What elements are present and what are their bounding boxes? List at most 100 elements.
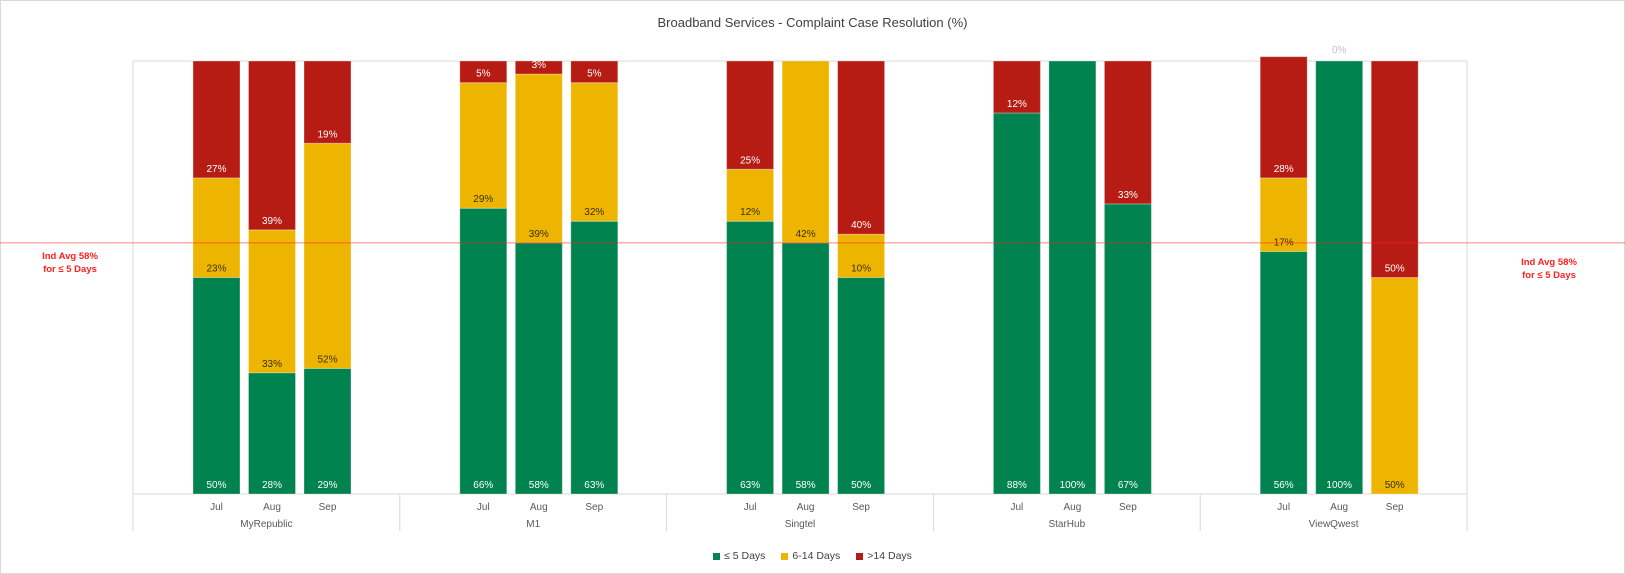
bar-myrepublic-sep-d6_14 <box>303 142 352 369</box>
bar-viewqwest-aug-le5 <box>1315 60 1364 495</box>
data-label: 39% <box>529 229 549 240</box>
data-label: 52% <box>317 354 337 365</box>
bar-myrepublic-jul-le5 <box>192 277 241 495</box>
data-label: 50% <box>1385 264 1405 275</box>
legend-item-le5[interactable]: ≤ 5 Days <box>713 550 765 562</box>
bar-myrepublic-aug-d6_14 <box>248 229 296 374</box>
bar-singtel-aug-d6_14 <box>781 60 830 244</box>
bar-m1-sep-d6_14 <box>570 82 619 222</box>
legend-swatch-6-14 <box>781 552 789 560</box>
bar-myrepublic-sep-gt14 <box>303 60 352 144</box>
bar-m1-aug-gt14 <box>514 60 563 75</box>
data-label: 12% <box>740 207 760 218</box>
month-label: Aug <box>1064 502 1082 513</box>
bar-viewqwest-sep-gt14 <box>1370 60 1419 278</box>
legend-label-6-14: 6-14 Days <box>792 550 841 562</box>
data-label: 5% <box>587 69 602 80</box>
month-label: Jul <box>1011 502 1024 513</box>
month-label: Sep <box>852 502 870 513</box>
data-label: 25% <box>740 155 760 166</box>
bar-starhub-jul-gt14 <box>992 60 1041 114</box>
bar-viewqwest-jul-gt14 <box>1259 56 1308 179</box>
legend-swatch-gt14 <box>856 552 864 560</box>
bar-m1-aug-le5 <box>514 242 563 495</box>
bar-singtel-sep-gt14 <box>837 60 886 235</box>
bar-singtel-sep-d6_14 <box>837 233 886 278</box>
bar-singtel-jul-gt14 <box>726 60 775 170</box>
legend-swatch-le5 <box>713 552 721 560</box>
data-label: 88% <box>1007 480 1027 491</box>
data-label: 27% <box>206 164 226 175</box>
bar-starhub-sep-gt14 <box>1103 60 1152 205</box>
month-label: Sep <box>1119 502 1137 513</box>
month-label: Jul <box>744 502 757 513</box>
avg-note-left-line1: Ind Avg 58% <box>42 251 98 262</box>
bar-myrepublic-aug-le5 <box>248 372 296 495</box>
bar-myrepublic-jul-d6_14 <box>192 177 241 278</box>
group-label-viewqwest: ViewQwest <box>1309 519 1359 530</box>
group-label-singtel: Singtel <box>785 519 816 530</box>
month-label: Jul <box>1277 502 1290 513</box>
data-label: 63% <box>740 480 760 491</box>
data-label: 50% <box>1385 480 1405 491</box>
data-label: 23% <box>206 264 226 275</box>
bar-starhub-sep-le5 <box>1103 203 1152 495</box>
bar-viewqwest-jul-d6_14 <box>1259 177 1308 253</box>
data-label: 29% <box>473 194 493 205</box>
bar-viewqwest-jul-le5 <box>1259 251 1308 495</box>
data-label: 29% <box>317 480 337 491</box>
month-label: Aug <box>530 502 548 513</box>
avg-note-left-line2: for ≤ 5 Days <box>43 264 97 275</box>
bar-myrepublic-aug-gt14 <box>248 60 296 231</box>
legend-item-6-14[interactable]: 6-14 Days <box>781 550 840 562</box>
data-label: 12% <box>1007 99 1027 110</box>
data-label: 63% <box>584 480 604 491</box>
bar-m1-jul-gt14 <box>459 60 508 84</box>
month-label: Sep <box>585 502 603 513</box>
bar-singtel-aug-le5 <box>781 242 830 495</box>
month-label: Sep <box>319 502 337 513</box>
data-label: 5% <box>476 69 491 80</box>
month-label: Sep <box>1386 502 1404 513</box>
bar-starhub-aug-le5 <box>1048 60 1097 495</box>
data-label: 66% <box>473 480 493 491</box>
data-label: 58% <box>529 480 549 491</box>
bar-myrepublic-sep-le5 <box>303 367 352 495</box>
group-label-myrepublic: MyRepublic <box>240 519 292 530</box>
data-label: 67% <box>1118 480 1138 491</box>
data-label: 50% <box>206 480 226 491</box>
data-label: 19% <box>317 129 337 140</box>
avg-note-right-line1: Ind Avg 58% <box>1521 257 1577 268</box>
bar-m1-jul-d6_14 <box>459 82 508 209</box>
data-label: 58% <box>796 480 816 491</box>
month-label: Jul <box>477 502 490 513</box>
bar-myrepublic-jul-gt14 <box>192 60 241 179</box>
legend: ≤ 5 Days 6-14 Days >14 Days <box>0 550 1625 562</box>
legend-item-gt14[interactable]: >14 Days <box>856 550 912 562</box>
data-label: 50% <box>851 480 871 491</box>
legend-label-le5: ≤ 5 Days <box>724 550 766 562</box>
data-label: 100% <box>1060 480 1086 491</box>
data-label: 40% <box>851 220 871 231</box>
chart-title: Broadband Services - Complaint Case Reso… <box>657 15 968 30</box>
avg-note-left: Ind Avg 58% for ≤ 5 Days <box>15 250 125 276</box>
bar-starhub-jul-le5 <box>992 112 1041 495</box>
data-label: 100% <box>1326 480 1352 491</box>
group-label-m1: M1 <box>526 519 540 530</box>
month-label: Aug <box>797 502 815 513</box>
data-label: 42% <box>796 229 816 240</box>
data-label: 33% <box>262 359 282 370</box>
bar-viewqwest-sep-d6_14 <box>1370 277 1419 495</box>
data-label: 32% <box>584 207 604 218</box>
month-label: Jul <box>210 502 223 513</box>
data-label: 28% <box>262 480 282 491</box>
bar-singtel-sep-le5 <box>837 277 886 495</box>
data-label: 56% <box>1274 480 1294 491</box>
avg-note-right: Ind Avg 58% for ≤ 5 Days <box>1494 256 1604 282</box>
data-label: 28% <box>1274 164 1294 175</box>
bar-singtel-jul-le5 <box>726 220 775 495</box>
bar-m1-jul-le5 <box>459 207 508 495</box>
data-label: 10% <box>851 264 871 275</box>
bar-m1-aug-d6_14 <box>514 73 563 244</box>
